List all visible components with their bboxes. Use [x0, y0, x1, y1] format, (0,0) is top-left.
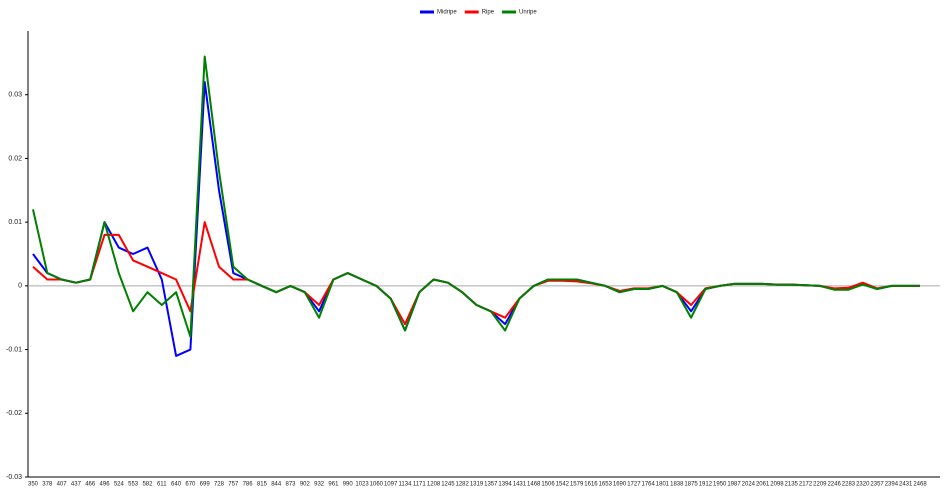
y-tick-label: -0.03 [6, 474, 22, 481]
x-tick-label: 1097 [384, 482, 398, 488]
x-tick-label: 961 [328, 482, 339, 488]
legend-label: Unripe [519, 10, 537, 16]
x-tick-label: 1134 [399, 482, 413, 488]
x-tick-label: 553 [128, 482, 139, 488]
x-tick-label: 1023 [355, 482, 369, 488]
y-tick-label: 0 [18, 283, 22, 290]
x-tick-label: 2394 [885, 482, 899, 488]
x-tick-label: 1801 [656, 482, 670, 488]
x-tick-label: 1727 [627, 482, 641, 488]
x-tick-label: 1764 [641, 482, 655, 488]
x-tick-label: 466 [85, 482, 96, 488]
x-tick-label: 1245 [441, 482, 455, 488]
x-tick-label: 2357 [870, 482, 884, 488]
x-tick-label: 2283 [842, 482, 856, 488]
legend-label: Midripe [437, 10, 457, 16]
x-tick-label: 496 [100, 482, 111, 488]
x-tick-label: 1690 [613, 482, 627, 488]
x-tick-label: 2320 [856, 482, 870, 488]
x-tick-label: 2468 [913, 482, 927, 488]
y-tick-label: -0.01 [6, 346, 22, 353]
x-tick-label: 990 [343, 482, 354, 488]
y-tick-label: 0.01 [8, 219, 22, 226]
x-tick-label: 1616 [584, 482, 598, 488]
x-tick-label: 1838 [670, 482, 684, 488]
x-tick-label: 902 [300, 482, 311, 488]
x-tick-label: 2024 [742, 482, 756, 488]
y-tick-label: 0.03 [8, 92, 22, 99]
x-tick-label: 1319 [470, 482, 484, 488]
x-tick-label: 1394 [498, 482, 512, 488]
x-tick-label: 699 [200, 482, 211, 488]
x-tick-label: 815 [257, 482, 268, 488]
y-tick-label: 0.02 [8, 155, 22, 162]
x-tick-label: 640 [171, 482, 182, 488]
y-tick-label: -0.02 [6, 410, 22, 417]
x-tick-label: 1282 [456, 482, 470, 488]
x-tick-label: 1987 [727, 482, 741, 488]
x-tick-label: 582 [142, 482, 153, 488]
x-tick-label: 437 [71, 482, 82, 488]
x-tick-label: 1357 [484, 482, 498, 488]
series-line [32, 81, 920, 357]
x-tick-label: 1653 [599, 482, 613, 488]
series-line [32, 55, 920, 338]
x-tick-label: 1579 [570, 482, 584, 488]
x-tick-label: 407 [57, 482, 68, 488]
series-line [32, 221, 920, 326]
x-tick-label: 1468 [527, 482, 541, 488]
x-tick-label: 611 [157, 482, 167, 488]
x-tick-label: 1506 [541, 482, 555, 488]
x-tick-label: 1431 [513, 482, 527, 488]
x-tick-label: 786 [243, 482, 254, 488]
x-tick-label: 1171 [413, 482, 427, 488]
x-tick-label: 1542 [556, 482, 570, 488]
x-tick-label: 378 [42, 482, 53, 488]
x-tick-label: 2098 [770, 482, 784, 488]
x-tick-label: 2431 [899, 482, 913, 488]
x-tick-label: 1912 [699, 482, 713, 488]
legend-label: Ripe [482, 10, 495, 16]
x-tick-label: 1208 [427, 482, 441, 488]
x-tick-label: 350 [28, 482, 39, 488]
x-tick-label: 2209 [813, 482, 827, 488]
x-tick-label: 2135 [785, 482, 799, 488]
x-tick-label: 2246 [827, 482, 841, 488]
x-tick-label: 2172 [799, 482, 813, 488]
x-tick-label: 524 [114, 482, 125, 488]
x-tick-label: 728 [214, 482, 225, 488]
x-tick-label: 873 [286, 482, 297, 488]
x-tick-label: 2061 [756, 482, 770, 488]
x-tick-label: 932 [314, 482, 325, 488]
x-tick-label: 757 [228, 482, 239, 488]
x-tick-label: 1950 [713, 482, 727, 488]
x-tick-label: 1060 [370, 482, 384, 488]
x-tick-label: 670 [185, 482, 196, 488]
x-tick-label: 1875 [684, 482, 698, 488]
x-tick-label: 844 [271, 482, 282, 488]
